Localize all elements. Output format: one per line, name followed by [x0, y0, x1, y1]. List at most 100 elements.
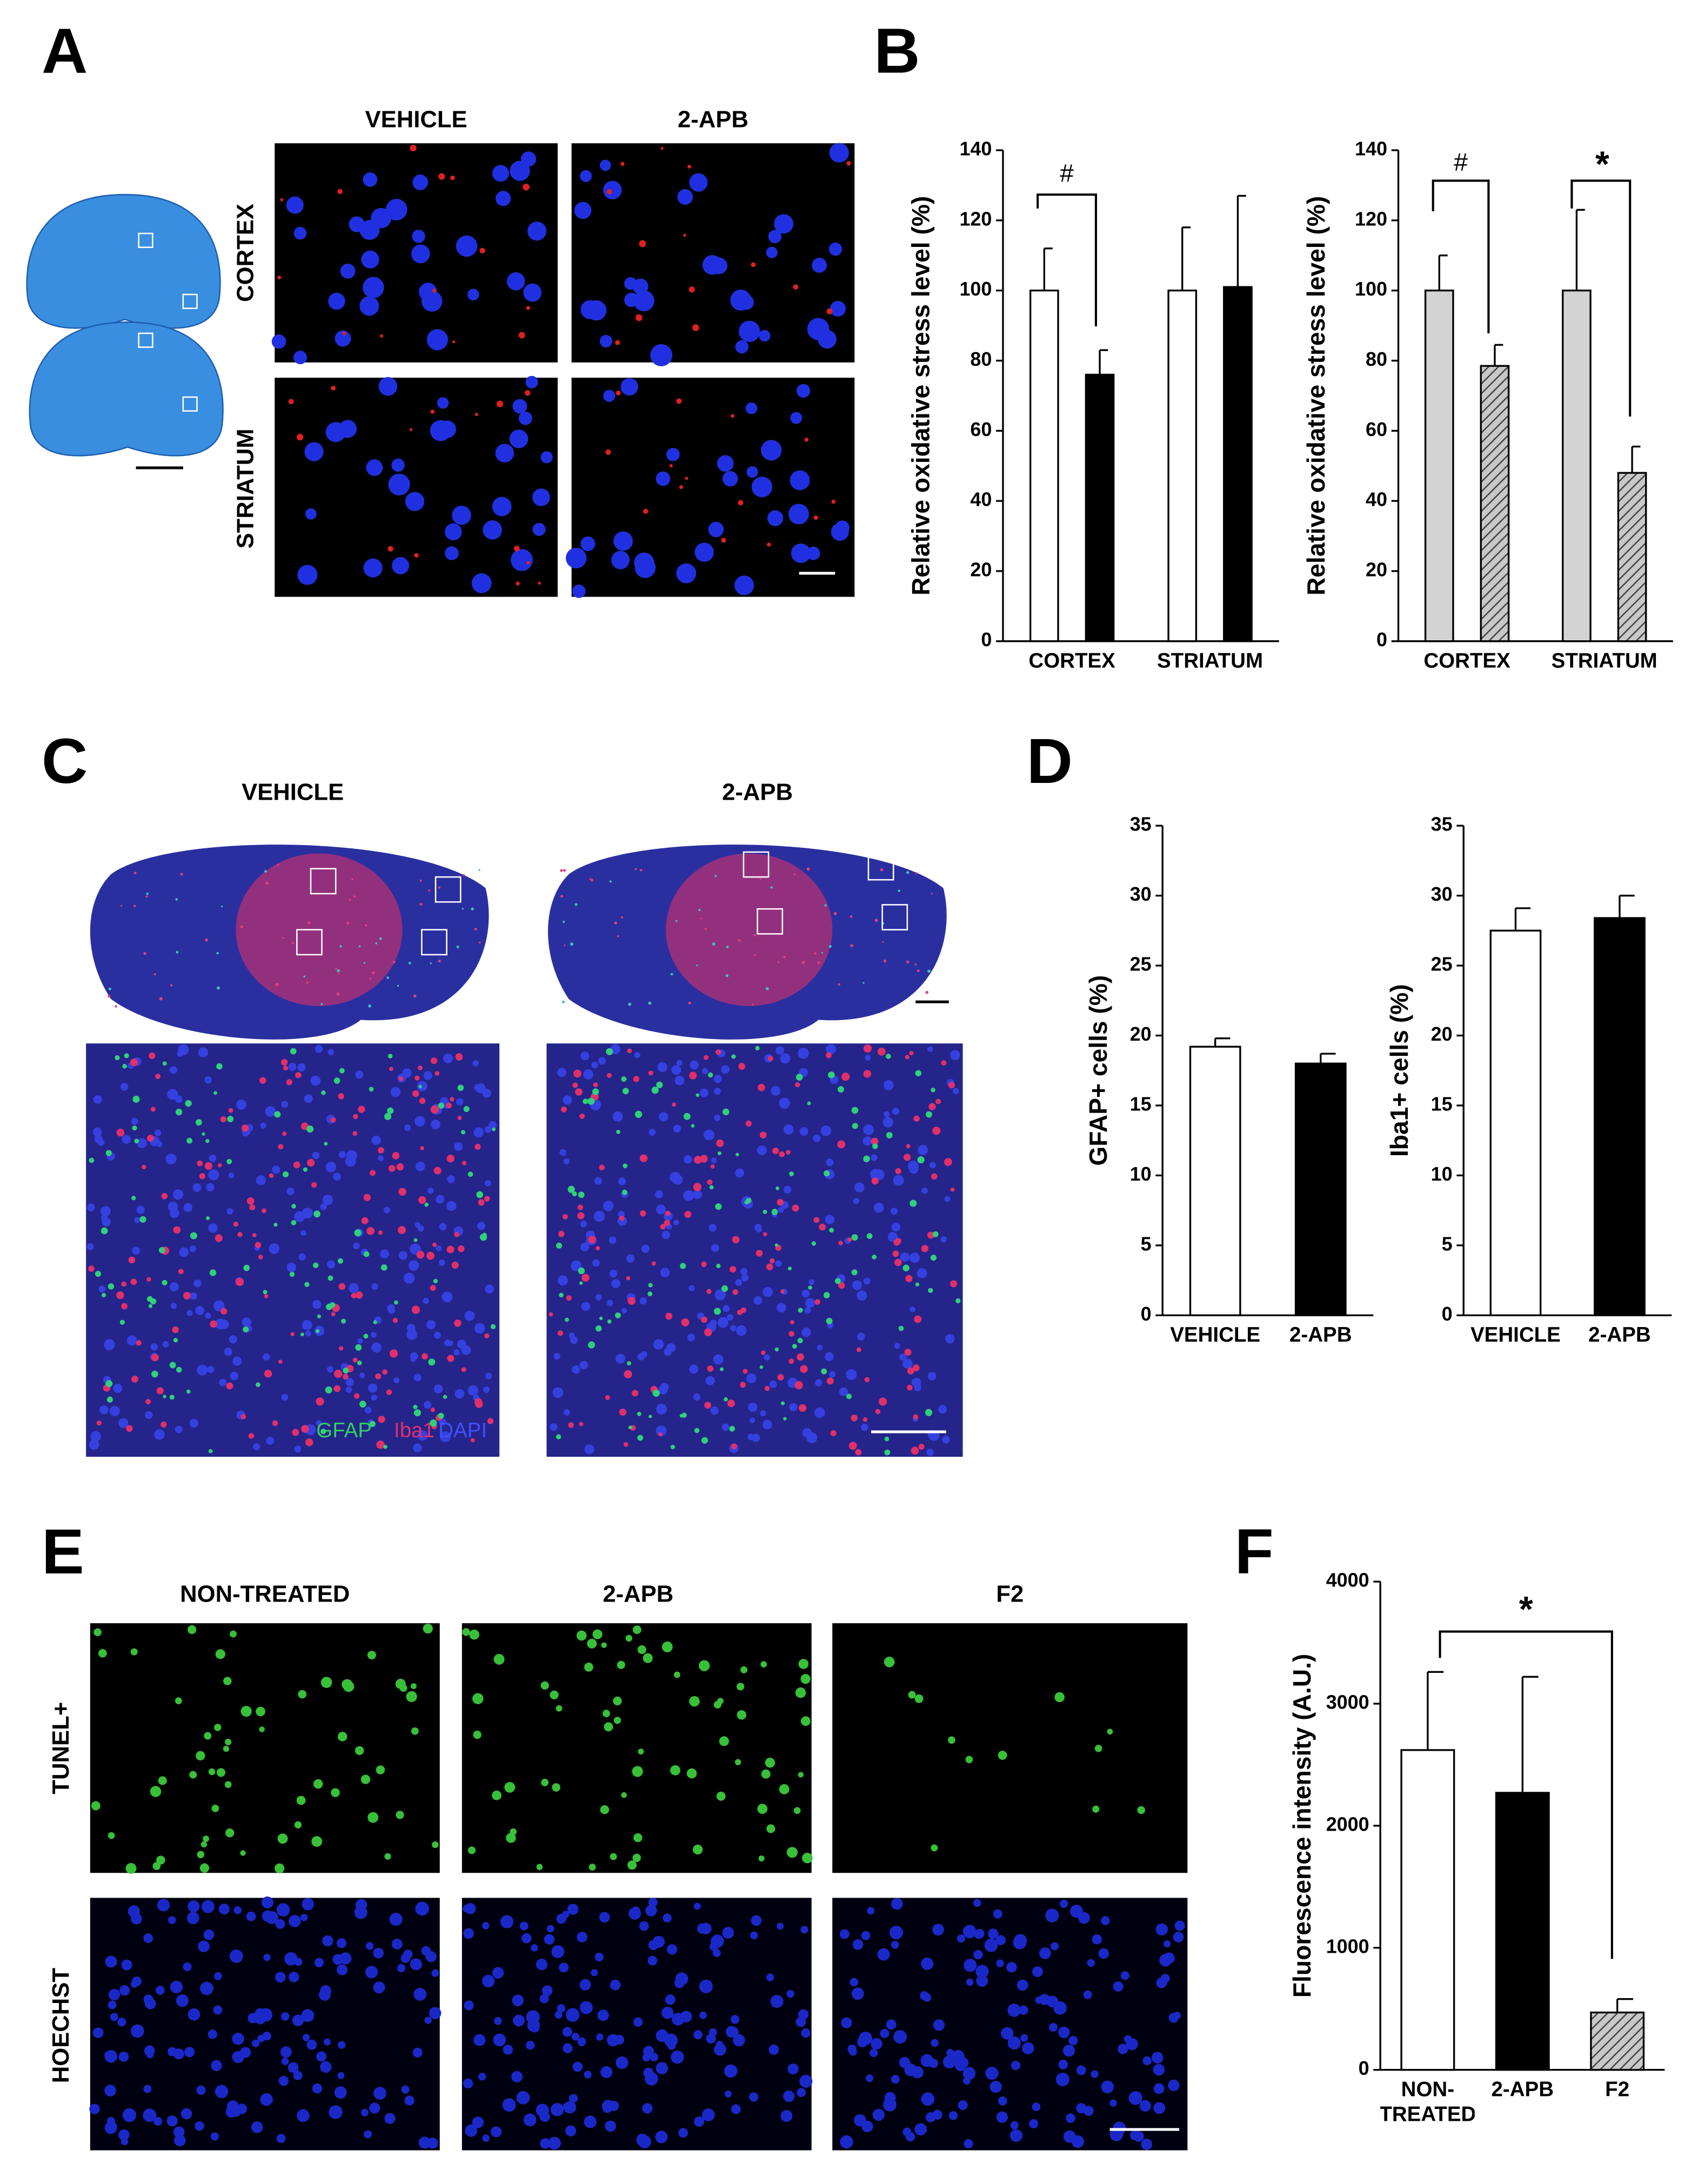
cell [170, 1303, 177, 1309]
cell [479, 247, 485, 254]
cell [761, 440, 782, 461]
y-tick-label: 60 [1366, 418, 1387, 440]
cell [657, 1062, 667, 1073]
y-tick-label: 20 [1431, 1023, 1453, 1045]
cell [556, 1434, 561, 1439]
cell [867, 1907, 875, 1915]
cell [738, 939, 740, 942]
cell [643, 2067, 654, 2078]
x-tick-label: VEHICLE [1170, 1323, 1261, 1348]
cell [914, 1384, 921, 1391]
cell [228, 1108, 233, 1113]
cell [133, 905, 136, 907]
cell [275, 1972, 286, 1983]
cell [163, 1395, 166, 1398]
cell [337, 1258, 344, 1264]
cell [599, 334, 612, 348]
cell [839, 1929, 850, 1939]
cell [551, 1945, 565, 1958]
cell [800, 1674, 811, 1684]
micrograph [275, 377, 558, 597]
cell [764, 1354, 770, 1361]
cell [436, 1245, 442, 1251]
cell [337, 2072, 345, 2079]
cell [899, 1353, 907, 1361]
micrograph [546, 1043, 963, 1457]
cell [694, 2116, 705, 2127]
x-tick-label-box: VEHICLE [1170, 1323, 1261, 1348]
cell [349, 1283, 359, 1294]
cell [132, 1125, 137, 1131]
cell [1128, 2091, 1142, 2105]
cell [709, 1942, 719, 1951]
cell [759, 878, 761, 880]
cell [492, 1790, 502, 1800]
cell [334, 2086, 347, 2099]
cell [199, 1173, 205, 1180]
cell [301, 2009, 315, 2022]
cell [413, 1443, 422, 1452]
cell [153, 973, 156, 975]
cell [694, 1156, 702, 1164]
cell [673, 1220, 679, 1225]
cell [322, 1935, 333, 1947]
cell [1098, 1948, 1109, 1959]
cell [642, 2053, 651, 2062]
cell [339, 945, 342, 948]
cell [650, 344, 673, 366]
cell [1168, 2079, 1180, 2092]
cell [699, 2011, 707, 2019]
cell [717, 1317, 728, 1328]
annotation: * [1519, 1590, 1533, 1630]
cell [453, 1142, 463, 1151]
cell [1092, 1805, 1100, 1813]
cell [563, 1158, 570, 1164]
cell [821, 1368, 827, 1375]
cell [311, 1182, 317, 1188]
cell [1019, 2005, 1028, 2015]
cell [161, 1421, 167, 1428]
cell [175, 1697, 182, 1705]
cell [1069, 1905, 1083, 1918]
cell [626, 1254, 635, 1263]
y-tick-label: 25 [1130, 953, 1152, 975]
cell [286, 196, 304, 214]
cell [573, 1069, 581, 1078]
cell [408, 961, 411, 964]
cell [180, 873, 183, 876]
cell [295, 1072, 302, 1078]
cell [696, 1093, 700, 1097]
cell [683, 1190, 694, 1201]
cell [790, 470, 810, 491]
cell [241, 1124, 249, 1132]
cell [790, 412, 803, 424]
cell [206, 1216, 210, 1221]
cell [793, 284, 799, 290]
cell [716, 1791, 726, 1801]
cell [214, 1724, 222, 1731]
cell [873, 1202, 884, 1213]
cell [683, 233, 686, 237]
cell [732, 1236, 740, 1244]
cell [307, 921, 311, 924]
cell [559, 1292, 564, 1298]
cell [1071, 2135, 1085, 2148]
cell [688, 286, 695, 293]
cell [776, 1186, 779, 1190]
cell [304, 1094, 313, 1103]
cell [208, 1768, 216, 1776]
cell [828, 1071, 835, 1078]
cell [559, 1149, 566, 1156]
cell [300, 1122, 309, 1130]
cell [567, 1185, 575, 1193]
cell [863, 1277, 871, 1285]
cell [452, 505, 471, 525]
cell [557, 1068, 566, 1077]
cell [463, 1905, 471, 1913]
cell [391, 458, 405, 472]
cell [474, 928, 477, 930]
cell [439, 1223, 447, 1231]
cell [1007, 2036, 1021, 2050]
cell [579, 1422, 584, 1426]
cell [220, 1116, 226, 1123]
